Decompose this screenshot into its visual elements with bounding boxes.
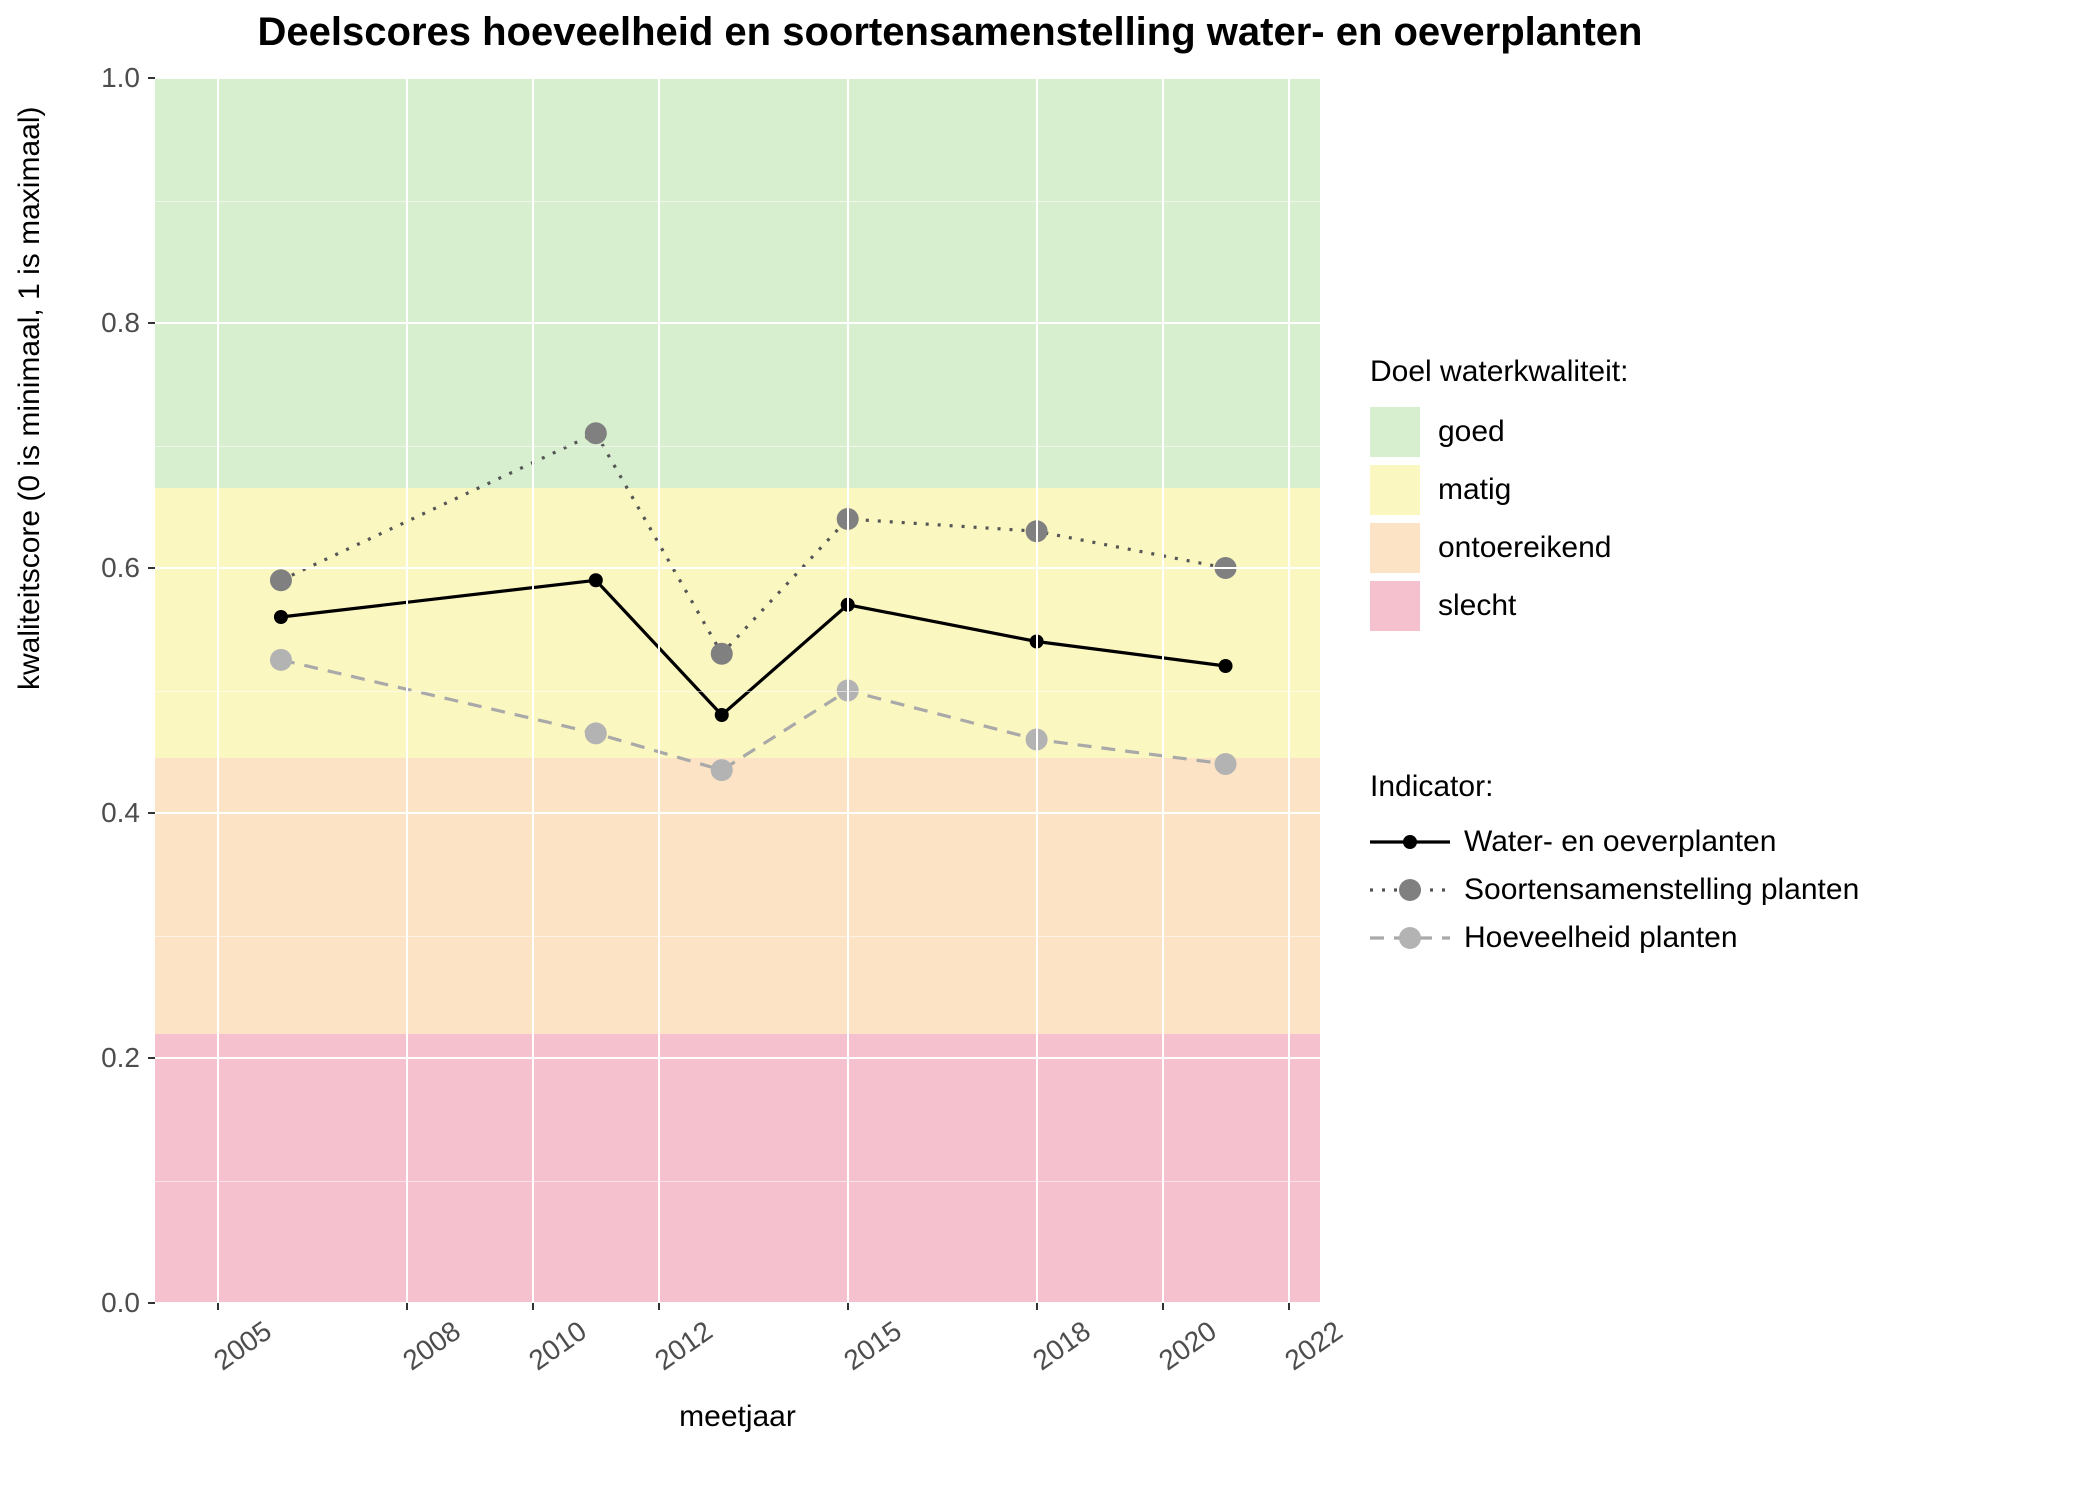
legend-item: matig (1370, 465, 1628, 515)
y-tick-mark (148, 812, 155, 814)
gridline-h (155, 567, 1320, 569)
legend-label: slecht (1438, 589, 1516, 623)
series-marker (711, 759, 733, 781)
plot-panel (155, 78, 1320, 1303)
series-marker (270, 569, 292, 591)
series-line (281, 580, 1226, 715)
x-tick-label: 2012 (649, 1315, 718, 1377)
gridline-h (155, 1302, 1320, 1304)
gridline-v (217, 78, 219, 1303)
gridline-v (406, 78, 408, 1303)
gridline-v (658, 78, 660, 1303)
series-marker (585, 422, 607, 444)
series-marker (1215, 753, 1237, 775)
x-tick-label: 2010 (523, 1315, 592, 1377)
y-tick-label: 0.6 (0, 552, 140, 584)
y-tick-label: 1.0 (0, 62, 140, 94)
gridline-h (155, 1057, 1320, 1059)
series-marker (585, 722, 607, 744)
gridline-v (532, 78, 534, 1303)
series-marker (715, 708, 729, 722)
legend-label: Water- en oeverplanten (1464, 825, 1776, 859)
series-marker (589, 573, 603, 587)
gridline-h-minor (155, 936, 1320, 937)
chart-container: Deelscores hoeveelheid en soortensamenst… (0, 0, 2100, 1500)
legend-series-swatch (1370, 822, 1450, 862)
legend-label: Hoeveelheid planten (1464, 921, 1738, 955)
legend-item: Water- en oeverplanten (1370, 822, 1859, 862)
chart-title: Deelscores hoeveelheid en soortensamenst… (150, 10, 1750, 55)
x-tick-mark (406, 1303, 408, 1310)
legend-item: Soortensamenstelling planten (1370, 870, 1859, 910)
legend-item: goed (1370, 407, 1628, 457)
x-tick-mark (847, 1303, 849, 1310)
legend-label: ontoereikend (1438, 531, 1611, 565)
legend-item: slecht (1370, 581, 1628, 631)
y-tick-mark (148, 1302, 155, 1304)
x-tick-mark (1036, 1303, 1038, 1310)
x-tick-label: 2015 (838, 1315, 907, 1377)
y-tick-mark (148, 567, 155, 569)
y-tick-label: 0.4 (0, 797, 140, 829)
y-tick-label: 0.0 (0, 1287, 140, 1319)
gridline-v (1036, 78, 1038, 1303)
gridline-h (155, 77, 1320, 79)
gridline-v (847, 78, 849, 1303)
y-tick-label: 0.8 (0, 307, 140, 339)
legend-label: goed (1438, 415, 1505, 449)
y-tick-mark (148, 322, 155, 324)
x-axis-label: meetjaar (155, 1400, 1320, 1434)
gridline-h (155, 812, 1320, 814)
legend-swatch (1370, 581, 1420, 631)
x-tick-label: 2005 (208, 1315, 277, 1377)
legend-indicators: Indicator: Water- en oeverplanten Soorten… (1370, 770, 1859, 966)
y-tick-mark (148, 1057, 155, 1059)
legend-series-swatch (1370, 870, 1450, 910)
x-tick-mark (1288, 1303, 1290, 1310)
legend-title: Doel waterkwaliteit: (1370, 355, 1628, 389)
gridline-h-minor (155, 446, 1320, 447)
series-line (281, 660, 1226, 770)
y-tick-label: 0.2 (0, 1042, 140, 1074)
legend-item: Hoeveelheid planten (1370, 918, 1859, 958)
x-tick-mark (217, 1303, 219, 1310)
legend-title: Indicator: (1370, 770, 1859, 804)
x-tick-label: 2022 (1279, 1315, 1348, 1377)
x-tick-mark (658, 1303, 660, 1310)
legend-swatch (1370, 465, 1420, 515)
legend-label: Soortensamenstelling planten (1464, 873, 1859, 907)
series-marker (270, 649, 292, 671)
y-axis-label: kwaliteitscore (0 is minimaal, 1 is maxi… (13, 107, 47, 690)
x-tick-mark (532, 1303, 534, 1310)
series-marker (274, 610, 288, 624)
series-marker (1219, 659, 1233, 673)
legend-swatch (1370, 523, 1420, 573)
y-tick-mark (148, 77, 155, 79)
legend-label: matig (1438, 473, 1511, 507)
legend-item: ontoereikend (1370, 523, 1628, 573)
x-tick-mark (1162, 1303, 1164, 1310)
legend-quality-goals: Doel waterkwaliteit: goed matig ontoereike… (1370, 355, 1628, 639)
gridline-h (155, 322, 1320, 324)
gridline-h-minor (155, 1181, 1320, 1182)
gridline-h-minor (155, 201, 1320, 202)
x-tick-label: 2008 (397, 1315, 466, 1377)
legend-swatch (1370, 407, 1420, 457)
gridline-h-minor (155, 691, 1320, 692)
x-tick-label: 2018 (1027, 1315, 1096, 1377)
gridline-v (1288, 78, 1290, 1303)
series-marker (711, 643, 733, 665)
legend-series-swatch (1370, 918, 1450, 958)
x-tick-label: 2020 (1153, 1315, 1222, 1377)
series-line (281, 433, 1226, 654)
gridline-v (1162, 78, 1164, 1303)
